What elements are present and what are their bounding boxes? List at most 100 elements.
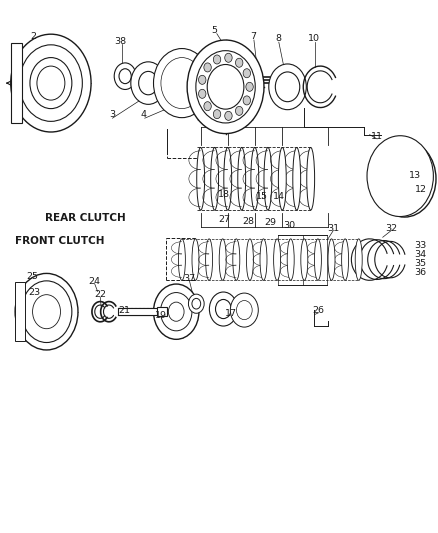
Text: 31: 31 bbox=[327, 224, 339, 233]
Circle shape bbox=[153, 49, 210, 118]
Circle shape bbox=[225, 53, 232, 62]
Ellipse shape bbox=[293, 148, 300, 210]
Bar bbox=[118, 309, 159, 315]
Text: 38: 38 bbox=[115, 37, 127, 46]
Text: 23: 23 bbox=[28, 287, 41, 296]
Text: 14: 14 bbox=[273, 192, 285, 201]
Text: 33: 33 bbox=[415, 241, 427, 250]
Text: 22: 22 bbox=[94, 289, 106, 298]
Circle shape bbox=[381, 150, 428, 208]
Circle shape bbox=[119, 69, 131, 84]
Circle shape bbox=[198, 75, 206, 84]
Ellipse shape bbox=[219, 239, 226, 280]
Text: 15: 15 bbox=[256, 192, 268, 201]
Circle shape bbox=[160, 293, 192, 331]
Text: 24: 24 bbox=[88, 277, 101, 286]
Circle shape bbox=[114, 63, 136, 90]
Circle shape bbox=[19, 45, 82, 122]
Ellipse shape bbox=[287, 239, 294, 280]
Circle shape bbox=[196, 51, 255, 123]
Ellipse shape bbox=[224, 148, 232, 210]
Ellipse shape bbox=[279, 148, 286, 210]
Ellipse shape bbox=[238, 148, 246, 210]
Ellipse shape bbox=[211, 148, 219, 210]
Text: 32: 32 bbox=[385, 224, 398, 233]
Circle shape bbox=[161, 58, 203, 109]
Circle shape bbox=[204, 102, 211, 111]
Ellipse shape bbox=[342, 239, 349, 280]
Text: 7: 7 bbox=[250, 33, 256, 42]
Bar bbox=[157, 307, 166, 317]
Bar bbox=[15, 282, 25, 341]
Circle shape bbox=[188, 294, 204, 313]
Ellipse shape bbox=[205, 239, 212, 280]
Circle shape bbox=[237, 301, 252, 320]
Circle shape bbox=[269, 64, 306, 110]
Circle shape bbox=[168, 302, 184, 321]
Circle shape bbox=[225, 111, 232, 120]
Circle shape bbox=[30, 58, 72, 109]
Circle shape bbox=[213, 110, 221, 119]
Circle shape bbox=[367, 136, 433, 216]
Ellipse shape bbox=[247, 239, 254, 280]
Text: 12: 12 bbox=[415, 185, 427, 194]
Ellipse shape bbox=[355, 239, 362, 280]
Text: 4: 4 bbox=[141, 110, 147, 119]
Circle shape bbox=[209, 292, 237, 326]
Text: 18: 18 bbox=[218, 190, 230, 199]
Text: 35: 35 bbox=[415, 260, 427, 268]
Circle shape bbox=[243, 69, 251, 78]
Text: 28: 28 bbox=[243, 217, 254, 226]
Ellipse shape bbox=[192, 239, 199, 280]
Ellipse shape bbox=[233, 239, 240, 280]
Circle shape bbox=[139, 71, 158, 95]
Circle shape bbox=[230, 293, 258, 327]
Circle shape bbox=[32, 295, 60, 329]
Ellipse shape bbox=[264, 148, 272, 210]
Circle shape bbox=[246, 82, 253, 91]
Text: 17: 17 bbox=[225, 309, 237, 318]
Text: 29: 29 bbox=[265, 219, 276, 228]
Circle shape bbox=[215, 300, 231, 319]
Circle shape bbox=[198, 90, 206, 98]
Circle shape bbox=[187, 40, 264, 134]
Ellipse shape bbox=[328, 239, 335, 280]
Text: 11: 11 bbox=[371, 132, 383, 141]
Text: 30: 30 bbox=[284, 221, 296, 230]
Ellipse shape bbox=[197, 148, 205, 210]
Ellipse shape bbox=[314, 239, 321, 280]
Text: 5: 5 bbox=[212, 26, 218, 35]
Text: 25: 25 bbox=[26, 272, 38, 280]
Text: 19: 19 bbox=[155, 311, 167, 320]
Circle shape bbox=[21, 281, 72, 343]
Circle shape bbox=[11, 34, 91, 132]
Ellipse shape bbox=[260, 239, 267, 280]
Text: 8: 8 bbox=[275, 35, 281, 44]
Bar bbox=[11, 43, 21, 123]
Text: 3: 3 bbox=[110, 110, 116, 119]
Circle shape bbox=[276, 72, 300, 102]
Circle shape bbox=[373, 141, 436, 217]
Circle shape bbox=[207, 64, 244, 109]
Text: 26: 26 bbox=[313, 305, 325, 314]
Ellipse shape bbox=[274, 239, 281, 280]
Text: 21: 21 bbox=[118, 305, 130, 314]
Ellipse shape bbox=[307, 148, 314, 210]
Text: FRONT CLUTCH: FRONT CLUTCH bbox=[15, 236, 104, 246]
Text: 36: 36 bbox=[415, 269, 427, 277]
Circle shape bbox=[204, 63, 211, 72]
Text: 10: 10 bbox=[308, 35, 320, 44]
Text: REAR CLUTCH: REAR CLUTCH bbox=[46, 213, 126, 223]
Text: 34: 34 bbox=[415, 251, 427, 260]
Ellipse shape bbox=[301, 239, 308, 280]
Ellipse shape bbox=[178, 239, 185, 280]
Text: 2: 2 bbox=[30, 33, 36, 42]
Circle shape bbox=[236, 107, 243, 116]
Circle shape bbox=[236, 58, 243, 67]
Circle shape bbox=[131, 62, 166, 104]
Text: 13: 13 bbox=[409, 171, 420, 180]
Circle shape bbox=[192, 298, 201, 309]
Circle shape bbox=[37, 66, 65, 100]
Circle shape bbox=[243, 96, 251, 105]
Text: 37: 37 bbox=[183, 273, 195, 282]
